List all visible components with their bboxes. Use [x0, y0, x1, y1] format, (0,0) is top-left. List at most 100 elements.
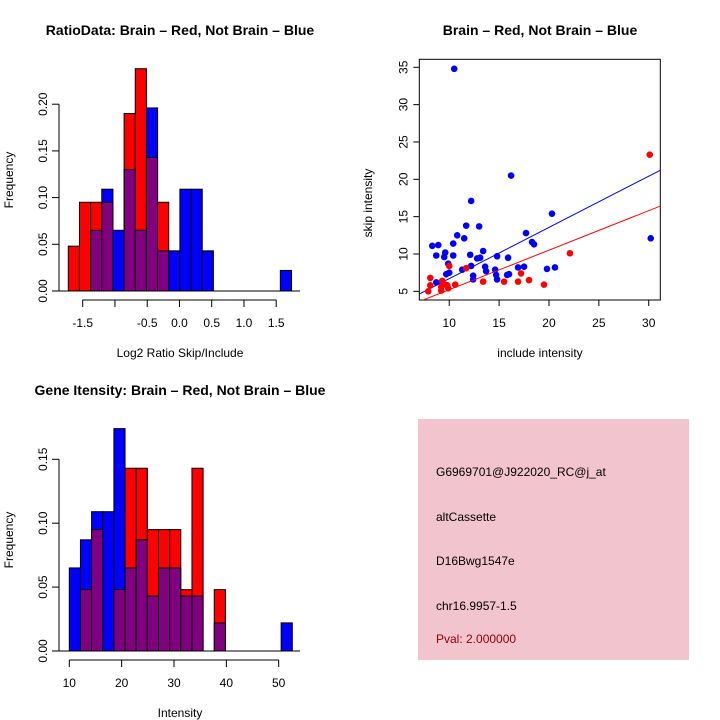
y-tick-label: 35	[396, 60, 410, 74]
scatter-point-not-brain	[514, 264, 522, 271]
x-tick-label: 1.0	[236, 316, 253, 330]
scatter-point-not-brain	[543, 265, 551, 273]
histogram-bar-overlap	[101, 201, 114, 292]
y-tick-label: 15	[396, 210, 410, 224]
scatter-point-brain	[426, 282, 434, 289]
scatter-point-brain	[500, 278, 508, 285]
scatter-point-not-brain	[493, 276, 501, 283]
ratio-histogram-title: RatioData: Brain – Red, Not Brain – Blue	[46, 22, 315, 38]
scatter-point-brain	[441, 281, 449, 288]
scatter-point-not-brain	[442, 270, 450, 278]
y-tick-label: 0.00	[36, 279, 50, 303]
scatter-point-not-brain	[466, 251, 474, 259]
x-tick-label: 30	[642, 316, 656, 330]
histogram-bar-overlap	[79, 589, 93, 652]
x-tick-label: 10	[443, 316, 457, 330]
x-tick-label: -0.5	[137, 316, 158, 330]
histogram-bar-overlap	[91, 529, 104, 652]
scatter-point-not-brain	[467, 197, 475, 205]
scatter-point-not-brain	[520, 263, 528, 270]
scatter-point-brain	[424, 288, 432, 295]
scatter-point-not-brain	[507, 172, 515, 179]
scatter-point-not-brain	[432, 252, 440, 259]
scatter-point-brain	[445, 262, 453, 270]
histogram-bar-overlap	[123, 169, 136, 292]
scatter-point-not-brain	[551, 264, 559, 271]
info-box-background	[418, 419, 689, 660]
gene-histogram-ylabel: Frequency	[2, 512, 16, 569]
x-tick-label: 40	[220, 676, 234, 690]
pval: Pval: 2.000000	[436, 632, 516, 646]
histogram-bar-not-brain	[201, 250, 214, 292]
location: chr16.9957-1.5	[436, 599, 517, 613]
y-tick-label: 30	[396, 98, 410, 112]
histogram-bar-not-brain	[102, 511, 115, 652]
x-tick-label: -1.5	[72, 316, 93, 330]
scatter-point-not-brain	[449, 252, 457, 259]
histogram-bar-not-brain	[168, 250, 181, 292]
y-tick-label: 0.10	[36, 511, 50, 535]
ratio-histogram-ylabel: Frequency	[2, 152, 16, 209]
histogram-bar-overlap	[90, 229, 103, 292]
scatter-point-not-brain	[505, 270, 513, 278]
scatter-point-not-brain	[450, 65, 458, 73]
histogram-bar-not-brain	[68, 567, 81, 652]
histogram-bar-not-brain	[112, 229, 125, 292]
gene-histogram-title: Gene Itensity: Brain – Red, Not Brain – …	[35, 382, 326, 398]
histogram-bar-overlap	[134, 229, 147, 292]
scatter-point-not-brain	[647, 235, 655, 242]
histogram-bar-not-brain	[279, 269, 293, 292]
histogram-bar-not-brain	[179, 188, 192, 292]
scatter-point-brain	[426, 274, 434, 282]
scatter-ylabel: skip intensity	[361, 169, 375, 238]
x-tick-label: 30	[167, 676, 181, 690]
scatter-xlabel: include intensity	[497, 346, 582, 360]
ratio-histogram: RatioData: Brain – Red, Not Brain – Blue…	[2, 22, 314, 360]
gene-histogram-xlabel: Intensity	[158, 706, 203, 720]
x-tick-label: 20	[115, 676, 129, 690]
scatter-point-not-brain	[476, 254, 484, 262]
scatter-point-not-brain	[522, 229, 530, 237]
regression-line-not-brain	[419, 169, 661, 295]
scatter-point-not-brain	[453, 232, 461, 239]
x-tick-label: 50	[272, 676, 286, 690]
scatter-point-not-brain	[479, 247, 487, 255]
plot-frame	[418, 58, 661, 301]
ratio-histogram-xlabel: Log2 Ratio Skip/Include	[117, 346, 244, 360]
scatter-point-not-brain	[482, 267, 490, 275]
scatter-point-brain	[462, 264, 470, 272]
x-tick-label: 10	[63, 676, 77, 690]
x-tick-label: 25	[592, 316, 606, 330]
histogram-bar-overlap	[191, 595, 204, 652]
y-tick-label: 0.15	[36, 139, 50, 163]
scatter-point-not-brain	[440, 253, 448, 261]
x-tick-label: 20	[542, 316, 556, 330]
info-box: G6969701@J922020_RC@j_at altCassette D16…	[418, 419, 689, 660]
gene-name: D16Bwg1547e	[436, 554, 515, 568]
scatter-point-brain	[525, 276, 533, 284]
x-tick-label: 1.5	[268, 316, 285, 330]
histogram-bar-overlap	[180, 595, 193, 652]
scatter-point-not-brain	[504, 254, 512, 262]
x-tick-label: 15	[492, 316, 506, 330]
regression-line-brain	[421, 205, 661, 300]
scatter-point-brain	[479, 278, 487, 285]
histogram-bar-overlap	[146, 595, 160, 652]
scatter-point-brain	[514, 278, 522, 285]
scatter-title: Brain – Red, Not Brain – Blue	[443, 22, 638, 38]
scatter-point-brain	[646, 151, 654, 158]
y-tick-label: 0.05	[36, 232, 50, 256]
histogram-bar-not-brain	[190, 188, 203, 292]
y-tick-label: 10	[396, 247, 410, 261]
histogram-bar-overlap	[157, 250, 170, 292]
histogram-bar-overlap	[145, 156, 159, 292]
scatter-point-brain	[540, 281, 548, 288]
scatter-point-not-brain	[432, 279, 440, 286]
histogram-bar-overlap	[213, 622, 226, 652]
y-tick-label: 0.15	[36, 447, 50, 471]
x-tick-label: 0.0	[171, 316, 188, 330]
event-type: altCassette	[436, 510, 496, 524]
scatter-point-not-brain	[467, 262, 475, 270]
scatter-point-not-brain	[434, 241, 442, 249]
